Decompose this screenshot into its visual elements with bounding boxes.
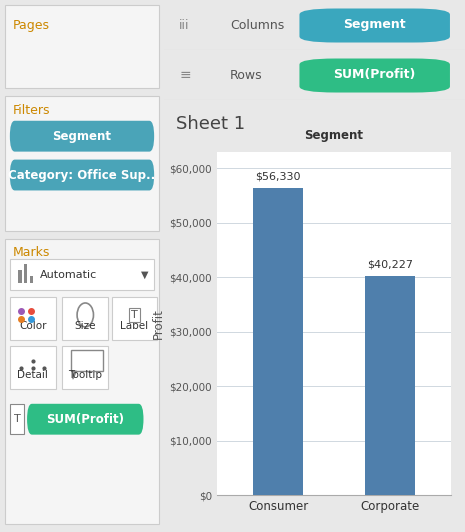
FancyBboxPatch shape — [5, 5, 159, 88]
FancyBboxPatch shape — [24, 264, 27, 283]
Text: Color: Color — [19, 321, 46, 331]
Text: Segment: Segment — [343, 18, 406, 30]
Text: Detail: Detail — [17, 370, 48, 380]
FancyBboxPatch shape — [10, 346, 56, 389]
Text: Segment: Segment — [53, 130, 112, 143]
Text: $56,330: $56,330 — [255, 172, 301, 181]
Text: Sheet 1: Sheet 1 — [176, 115, 245, 133]
FancyBboxPatch shape — [18, 270, 22, 283]
Y-axis label: Profit: Profit — [152, 308, 165, 339]
Text: Size: Size — [74, 321, 96, 331]
Text: Marks: Marks — [13, 246, 51, 259]
Text: Columns: Columns — [230, 19, 285, 31]
Text: T: T — [13, 414, 20, 424]
FancyBboxPatch shape — [5, 96, 159, 231]
FancyBboxPatch shape — [5, 239, 159, 524]
FancyBboxPatch shape — [62, 297, 108, 340]
Text: Label: Label — [120, 321, 148, 331]
Text: SUM(Profit): SUM(Profit) — [333, 68, 416, 80]
Bar — [365, 276, 415, 495]
Text: Tooltip: Tooltip — [68, 370, 102, 380]
Text: ≡: ≡ — [179, 68, 191, 82]
Bar — [253, 188, 303, 495]
FancyBboxPatch shape — [299, 9, 450, 43]
Text: Segment: Segment — [305, 129, 364, 142]
FancyBboxPatch shape — [10, 121, 154, 152]
FancyBboxPatch shape — [112, 297, 158, 340]
FancyBboxPatch shape — [10, 160, 154, 190]
Text: Rows: Rows — [230, 69, 263, 81]
Text: Filters: Filters — [13, 104, 51, 117]
FancyBboxPatch shape — [10, 404, 24, 434]
FancyBboxPatch shape — [27, 404, 144, 435]
FancyBboxPatch shape — [299, 59, 450, 93]
Text: Automatic: Automatic — [40, 270, 98, 279]
FancyBboxPatch shape — [29, 276, 33, 283]
Text: SUM(Profit): SUM(Profit) — [46, 413, 124, 426]
Text: iii: iii — [179, 19, 190, 31]
Text: $40,227: $40,227 — [367, 260, 413, 269]
FancyBboxPatch shape — [62, 346, 108, 389]
Text: ▼: ▼ — [140, 270, 148, 279]
FancyBboxPatch shape — [10, 297, 56, 340]
FancyBboxPatch shape — [10, 259, 154, 290]
Text: T: T — [131, 310, 138, 320]
Text: Pages: Pages — [13, 19, 50, 31]
Text: Category: Office Sup..: Category: Office Sup.. — [8, 169, 156, 181]
